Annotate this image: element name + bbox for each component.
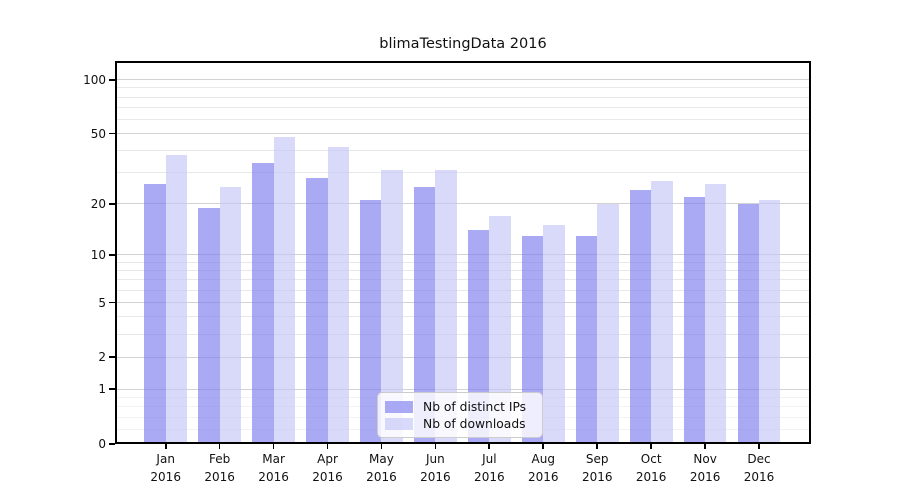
y-tick-label: 20	[90, 196, 106, 211]
gridline	[115, 316, 811, 318]
x-tick-mark	[488, 444, 491, 449]
gridline	[115, 119, 811, 120]
plot-area	[115, 61, 811, 444]
x-tick-label: Jan 2016	[150, 452, 181, 484]
gridline	[115, 79, 811, 81]
y-tick-label: 1	[98, 382, 106, 397]
y-tick-mark	[109, 356, 115, 359]
gridline	[115, 334, 811, 336]
x-tick-mark	[650, 444, 652, 449]
gridline	[115, 289, 811, 291]
bar-mar-s0	[252, 163, 274, 444]
bar-jul-s0	[467, 230, 490, 444]
x-tick-label: Mar 2016	[258, 452, 289, 484]
bar-feb-s1	[219, 186, 242, 444]
y-tick-label: 0	[98, 437, 106, 451]
x-tick-mark	[272, 444, 275, 449]
y-tick-label: 50	[90, 126, 106, 141]
gridline	[115, 107, 811, 109]
x-tick-mark	[758, 444, 760, 449]
y-tick-label: 10	[90, 247, 106, 262]
bar-may-s0	[360, 200, 382, 444]
bar-dec-s1	[759, 200, 781, 444]
y-tick-mark	[109, 388, 115, 391]
x-tick-mark	[596, 444, 599, 449]
x-tick-label: Sep 2016	[581, 452, 613, 484]
bar-sep-s1	[597, 203, 619, 444]
y-tick-mark	[109, 202, 115, 205]
bar-nov-s1	[705, 183, 727, 444]
bar-feb-s0	[198, 207, 220, 444]
gridline	[115, 388, 811, 390]
y-tick-label: 2	[98, 350, 106, 365]
y-tick-label: 5	[98, 295, 106, 310]
x-tick-label: Nov 2016	[689, 452, 721, 484]
legend-item: Nb of downloads	[385, 417, 535, 431]
bar-jan-s0	[144, 183, 166, 444]
gridline	[115, 172, 811, 174]
x-tick-mark	[434, 444, 437, 449]
gridline	[115, 261, 811, 263]
x-tick-label: Aug 2016	[527, 452, 559, 484]
x-tick-mark	[380, 444, 383, 449]
x-tick-label: May 2016	[366, 452, 397, 484]
x-tick-label: Dec 2016	[743, 452, 775, 484]
x-tick-mark	[542, 444, 545, 449]
gridline	[115, 270, 811, 272]
chart-title: blimaTestingData 2016	[379, 36, 547, 52]
bar-mar-s1	[273, 136, 295, 444]
bar-aug-s1	[543, 225, 565, 444]
legend-swatch-icon	[385, 417, 413, 430]
legend: Nb of distinct IPs Nb of downloads	[377, 392, 543, 438]
x-tick-mark	[218, 444, 221, 449]
gridline	[115, 87, 811, 89]
x-tick-label: Oct 2016	[635, 452, 667, 484]
bar-jun-s1	[435, 170, 457, 444]
x-tick-mark	[326, 444, 329, 449]
x-tick-label: Jul 2016	[474, 452, 505, 484]
x-tick-mark	[164, 444, 167, 449]
x-tick-label: Apr 2016	[312, 452, 343, 484]
bar-may-s1	[381, 170, 403, 444]
bar-apr-s0	[306, 178, 328, 444]
legend-item: Nb of distinct IPs	[385, 400, 535, 414]
gridline	[115, 203, 811, 205]
gridline	[115, 133, 811, 135]
gridline	[115, 356, 811, 358]
x-tick-label: Jun 2016	[420, 452, 451, 484]
gridline	[115, 302, 811, 304]
x-tick-mark	[704, 444, 706, 449]
y-tick-mark	[109, 78, 115, 81]
legend-swatch-icon	[385, 400, 413, 413]
bar-aug-s0	[521, 235, 544, 444]
bar-oct-s0	[629, 189, 652, 444]
y-tick-mark	[109, 132, 115, 135]
gridline	[115, 254, 811, 256]
y-tick-mark	[109, 443, 115, 445]
y-tick-mark	[109, 301, 115, 304]
bar-jul-s1	[489, 215, 511, 444]
gridline	[115, 279, 811, 281]
gridline	[115, 96, 811, 98]
bar-sep-s0	[575, 235, 598, 444]
x-tick-label: Feb 2016	[204, 452, 235, 484]
bar-nov-s0	[683, 196, 706, 444]
legend-label: Nb of distinct IPs	[423, 399, 527, 414]
legend-label: Nb of downloads	[423, 416, 526, 431]
bar-jun-s0	[414, 186, 436, 444]
y-tick-label: 100	[83, 72, 106, 87]
bar-dec-s0	[737, 203, 760, 444]
gridline	[115, 150, 811, 152]
bar-oct-s1	[651, 180, 673, 444]
bar-apr-s1	[327, 147, 349, 444]
bar-jan-s1	[165, 154, 188, 444]
y-tick-mark	[109, 253, 115, 256]
